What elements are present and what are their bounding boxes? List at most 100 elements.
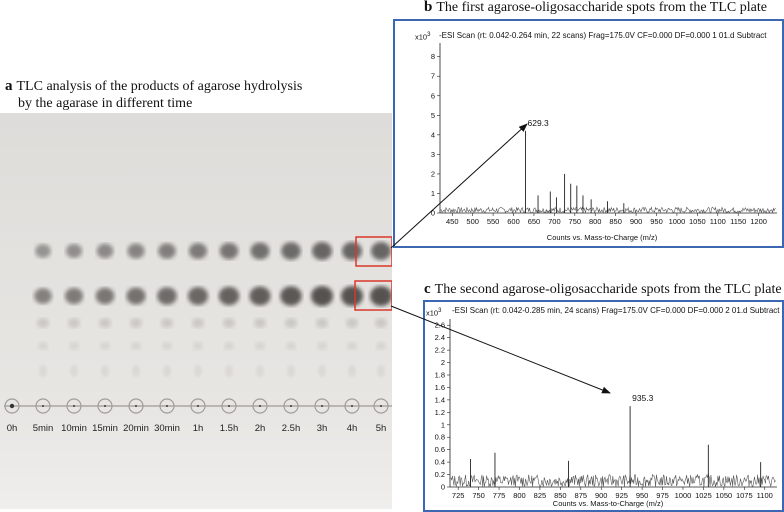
tlc-spot-upper bbox=[127, 243, 145, 259]
y-tick-label: 0.4 bbox=[435, 458, 445, 467]
tlc-spot-faint bbox=[287, 365, 295, 377]
lane-label-0h: 0h bbox=[6, 423, 18, 434]
x-tick-label: 650 bbox=[528, 217, 541, 226]
spectrum-c-x-title: Counts vs. Mass-to-Charge (m/z) bbox=[552, 499, 664, 508]
tlc-spot-faint bbox=[316, 318, 328, 328]
tlc-lane-1h bbox=[187, 242, 209, 414]
tlc-spot-faint bbox=[194, 365, 202, 377]
x-tick-label: 950 bbox=[636, 491, 649, 500]
panel-c-letter: c bbox=[424, 281, 431, 297]
tlc-spot-faint bbox=[346, 318, 358, 328]
sample-origin-dot bbox=[166, 405, 168, 407]
tlc-plate-svg bbox=[4, 236, 392, 414]
panel-b-title: b The first agarose-oligosaccharide spots… bbox=[424, 0, 767, 16]
y-tick-label: 0 bbox=[441, 483, 445, 492]
tlc-spot-faint bbox=[255, 342, 265, 350]
y-tick-label: 0.6 bbox=[435, 445, 445, 454]
tlc-spot-upper bbox=[219, 242, 239, 260]
x-tick-label: 750 bbox=[472, 491, 485, 500]
x-tick-label: 1050 bbox=[689, 217, 706, 226]
y-tick-label: 2.6 bbox=[435, 321, 445, 330]
tlc-spot-upper bbox=[65, 243, 83, 259]
lane-label-4h: 4h bbox=[346, 423, 358, 434]
tlc-lane-2h bbox=[249, 242, 271, 414]
spectrum-c-header: -ESI Scan (rt: 0.042-0.285 min, 24 scans… bbox=[452, 306, 780, 315]
lane-label-1.5h: 1.5h bbox=[219, 423, 239, 434]
tlc-spot-lower bbox=[64, 287, 84, 305]
tlc-plate-photo: 0h 5min 10min 15min 20min 30min 1h 1.5h 2h 2.5h 3h… bbox=[0, 113, 392, 509]
sample-origin-dot bbox=[197, 405, 199, 407]
y-tick-label: 1 bbox=[431, 189, 435, 198]
y-tick-label: 6 bbox=[431, 91, 435, 100]
panel-a-letter: a bbox=[5, 78, 13, 94]
tlc-spot-faint bbox=[377, 365, 385, 377]
x-tick-label: 1050 bbox=[716, 491, 733, 500]
x-tick-label: 825 bbox=[534, 491, 547, 500]
tlc-lane-15min bbox=[95, 243, 115, 414]
tlc-spot-upper bbox=[250, 242, 270, 260]
x-tick-label: 800 bbox=[589, 217, 602, 226]
tlc-spot-faint bbox=[163, 365, 171, 377]
x-tick-label: 1150 bbox=[730, 217, 746, 226]
panel-c-title: c The second agarose-oligosaccharide spot… bbox=[424, 281, 782, 298]
y-tick-label: 2.4 bbox=[435, 333, 445, 342]
y-tick-label: 1.2 bbox=[435, 408, 445, 417]
lane-label-30min: 30min bbox=[154, 423, 180, 434]
tlc-spot-lower bbox=[126, 287, 146, 305]
x-tick-label: 900 bbox=[630, 217, 643, 226]
tlc-spot-faint bbox=[225, 365, 233, 377]
sample-origin-dot bbox=[259, 405, 261, 407]
tlc-spot-faint bbox=[376, 342, 386, 350]
sample-origin-circle bbox=[252, 398, 268, 414]
tlc-spot-faint bbox=[286, 342, 296, 350]
tlc-lane-10min bbox=[64, 243, 84, 414]
sample-origin-circle bbox=[35, 398, 51, 414]
tlc-spot-faint bbox=[375, 318, 387, 328]
peak-annotation-label: 935.3 bbox=[632, 393, 654, 403]
tlc-spot-faint bbox=[318, 365, 326, 377]
y-tick-label: 1.8 bbox=[435, 371, 445, 380]
lane-label-10min: 10min bbox=[61, 423, 87, 434]
peak-annotation-label: 629.3 bbox=[527, 118, 549, 128]
sample-origin-dot bbox=[380, 405, 382, 407]
tlc-spot-faint bbox=[348, 365, 356, 377]
tlc-spot-faint bbox=[317, 342, 327, 350]
sample-origin-dot bbox=[351, 405, 353, 407]
sample-origin-dot bbox=[104, 405, 106, 407]
tlc-spot-faint bbox=[69, 342, 79, 350]
y-tick-label: 4 bbox=[431, 130, 435, 139]
tlc-spot-lower bbox=[370, 286, 392, 306]
tlc-spot-faint bbox=[285, 318, 297, 328]
spectrum-b-exponent: 3 bbox=[427, 32, 431, 38]
panel-b-title-text: The first agarose-oligosaccharide spots … bbox=[436, 0, 767, 15]
y-tick-label: 2.2 bbox=[435, 346, 445, 355]
tlc-spot-faint bbox=[162, 342, 172, 350]
sample-origin-circle bbox=[283, 398, 299, 414]
panel-a-title-line1: TLC analysis of the products of agarose … bbox=[16, 79, 303, 94]
spectrum-b-header: -ESI Scan (rt: 0.042-0.264 min, 22 scans… bbox=[439, 31, 767, 40]
tlc-spot-upper bbox=[281, 242, 301, 260]
tlc-lane-30min bbox=[157, 243, 177, 414]
x-tick-label: 500 bbox=[466, 217, 479, 226]
tlc-spot-faint bbox=[193, 342, 203, 350]
x-tick-label: 600 bbox=[507, 217, 520, 226]
tlc-spot-faint bbox=[130, 318, 142, 328]
tlc-lane-5min bbox=[34, 244, 52, 414]
spectrum-b-x-title: Counts vs. Mass-to-Charge (m/z) bbox=[546, 233, 658, 242]
x-tick-label: 1000 bbox=[669, 217, 686, 226]
tlc-spot-upper bbox=[35, 244, 51, 258]
tlc-spot-faint bbox=[347, 342, 357, 350]
x-tick-label: 725 bbox=[452, 491, 465, 500]
tlc-spot-lower bbox=[157, 287, 177, 305]
tlc-spot-faint bbox=[70, 365, 78, 377]
y-tick-label: 2 bbox=[441, 358, 445, 367]
sample-origin-circle bbox=[128, 398, 144, 414]
y-tick-label: 3 bbox=[431, 150, 435, 159]
lane-label-15min: 15min bbox=[92, 423, 118, 434]
tlc-spot-faint bbox=[100, 342, 110, 350]
spectrum-b-frame: x103 -ESI Scan (rt: 0.042-0.264 min, 22 … bbox=[393, 19, 784, 248]
sample-origin-dot bbox=[135, 405, 137, 407]
y-tick-label: 7 bbox=[431, 72, 435, 81]
tlc-spot-faint bbox=[99, 318, 111, 328]
highlight-box-spot-1 bbox=[355, 236, 392, 267]
